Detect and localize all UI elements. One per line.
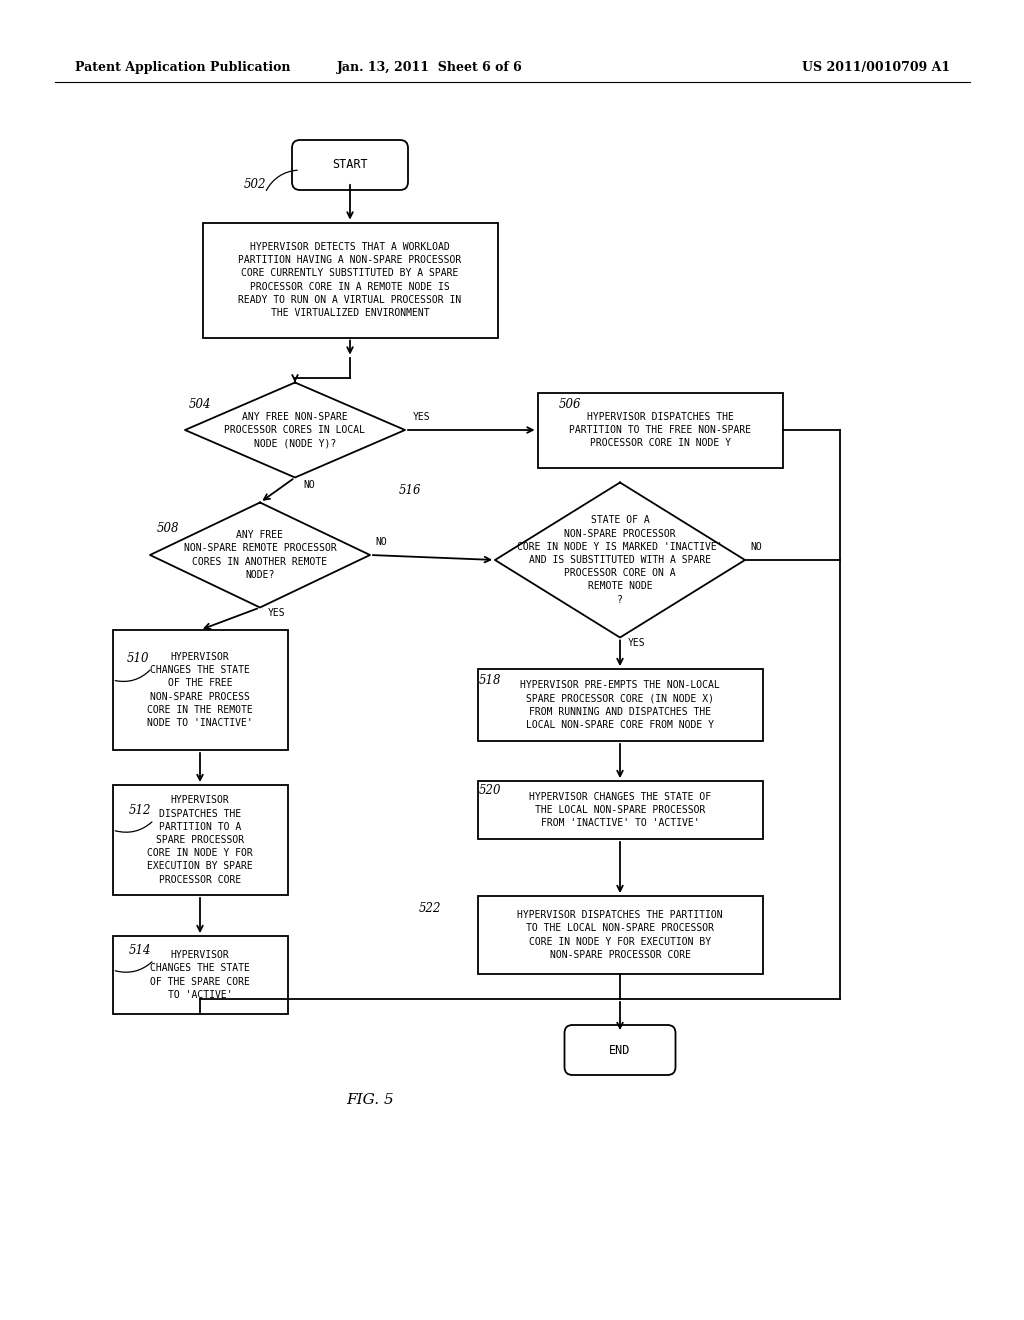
Bar bbox=[113, 936, 288, 1014]
Text: 502: 502 bbox=[244, 178, 266, 191]
Text: ANY FREE
NON-SPARE REMOTE PROCESSOR
CORES IN ANOTHER REMOTE
NODE?: ANY FREE NON-SPARE REMOTE PROCESSOR CORE… bbox=[183, 531, 336, 579]
Bar bbox=[477, 896, 763, 974]
Text: 514: 514 bbox=[129, 944, 152, 957]
Text: HYPERVISOR
CHANGES THE STATE
OF THE SPARE CORE
TO 'ACTIVE': HYPERVISOR CHANGES THE STATE OF THE SPAR… bbox=[151, 950, 250, 999]
Text: NO: NO bbox=[375, 537, 387, 546]
Text: END: END bbox=[609, 1044, 631, 1056]
Text: 520: 520 bbox=[479, 784, 502, 796]
Bar bbox=[203, 223, 498, 338]
Text: NO: NO bbox=[750, 543, 762, 552]
Text: 510: 510 bbox=[127, 652, 150, 664]
Bar bbox=[538, 392, 782, 467]
Text: 506: 506 bbox=[559, 399, 582, 412]
Text: Jan. 13, 2011  Sheet 6 of 6: Jan. 13, 2011 Sheet 6 of 6 bbox=[337, 62, 523, 74]
Text: 508: 508 bbox=[157, 521, 179, 535]
Text: 518: 518 bbox=[479, 673, 502, 686]
Text: STATE OF A
NON-SPARE PROCESSOR
CORE IN NODE Y IS MARKED 'INACTIVE'
AND IS SUBSTI: STATE OF A NON-SPARE PROCESSOR CORE IN N… bbox=[517, 515, 723, 605]
Text: HYPERVISOR DISPATCHES THE
PARTITION TO THE FREE NON-SPARE
PROCESSOR CORE IN NODE: HYPERVISOR DISPATCHES THE PARTITION TO T… bbox=[569, 412, 751, 449]
Text: HYPERVISOR DISPATCHES THE PARTITION
TO THE LOCAL NON-SPARE PROCESSOR
CORE IN NOD: HYPERVISOR DISPATCHES THE PARTITION TO T… bbox=[517, 911, 723, 960]
Text: START: START bbox=[332, 158, 368, 172]
Text: ANY FREE NON-SPARE
PROCESSOR CORES IN LOCAL
NODE (NODE Y)?: ANY FREE NON-SPARE PROCESSOR CORES IN LO… bbox=[224, 412, 366, 449]
Text: 516: 516 bbox=[398, 483, 421, 496]
Text: YES: YES bbox=[413, 412, 431, 422]
Bar bbox=[477, 669, 763, 741]
Text: YES: YES bbox=[268, 607, 286, 618]
Text: HYPERVISOR DETECTS THAT A WORKLOAD
PARTITION HAVING A NON-SPARE PROCESSOR
CORE C: HYPERVISOR DETECTS THAT A WORKLOAD PARTI… bbox=[239, 242, 462, 318]
Text: YES: YES bbox=[628, 638, 645, 648]
Text: 504: 504 bbox=[188, 399, 211, 412]
Text: Patent Application Publication: Patent Application Publication bbox=[75, 62, 291, 74]
FancyBboxPatch shape bbox=[564, 1026, 676, 1074]
Bar bbox=[477, 781, 763, 840]
Text: HYPERVISOR
DISPATCHES THE
PARTITION TO A
SPARE PROCESSOR
CORE IN NODE Y FOR
EXEC: HYPERVISOR DISPATCHES THE PARTITION TO A… bbox=[147, 796, 253, 884]
Text: US 2011/0010709 A1: US 2011/0010709 A1 bbox=[802, 62, 950, 74]
FancyBboxPatch shape bbox=[292, 140, 408, 190]
Text: HYPERVISOR CHANGES THE STATE OF
THE LOCAL NON-SPARE PROCESSOR
FROM 'INACTIVE' TO: HYPERVISOR CHANGES THE STATE OF THE LOCA… bbox=[529, 792, 711, 828]
Text: 522: 522 bbox=[419, 902, 441, 915]
Text: NO: NO bbox=[303, 479, 314, 490]
Bar bbox=[113, 630, 288, 750]
Text: HYPERVISOR PRE-EMPTS THE NON-LOCAL
SPARE PROCESSOR CORE (IN NODE X)
FROM RUNNING: HYPERVISOR PRE-EMPTS THE NON-LOCAL SPARE… bbox=[520, 680, 720, 730]
Text: 512: 512 bbox=[129, 804, 152, 817]
Text: HYPERVISOR
CHANGES THE STATE
OF THE FREE
NON-SPARE PROCESS
CORE IN THE REMOTE
NO: HYPERVISOR CHANGES THE STATE OF THE FREE… bbox=[147, 652, 253, 729]
Bar bbox=[113, 785, 288, 895]
Text: FIG. 5: FIG. 5 bbox=[346, 1093, 394, 1107]
